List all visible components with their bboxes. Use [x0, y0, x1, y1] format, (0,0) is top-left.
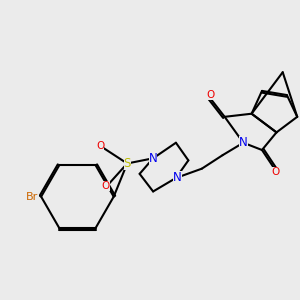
Text: O: O	[271, 167, 279, 177]
Text: N: N	[149, 152, 158, 165]
Text: O: O	[101, 181, 110, 191]
Text: N: N	[173, 172, 182, 184]
Text: N: N	[239, 136, 248, 149]
Text: Br: Br	[26, 192, 38, 202]
Text: O: O	[96, 141, 104, 152]
Text: S: S	[124, 157, 131, 170]
Text: O: O	[206, 90, 214, 100]
